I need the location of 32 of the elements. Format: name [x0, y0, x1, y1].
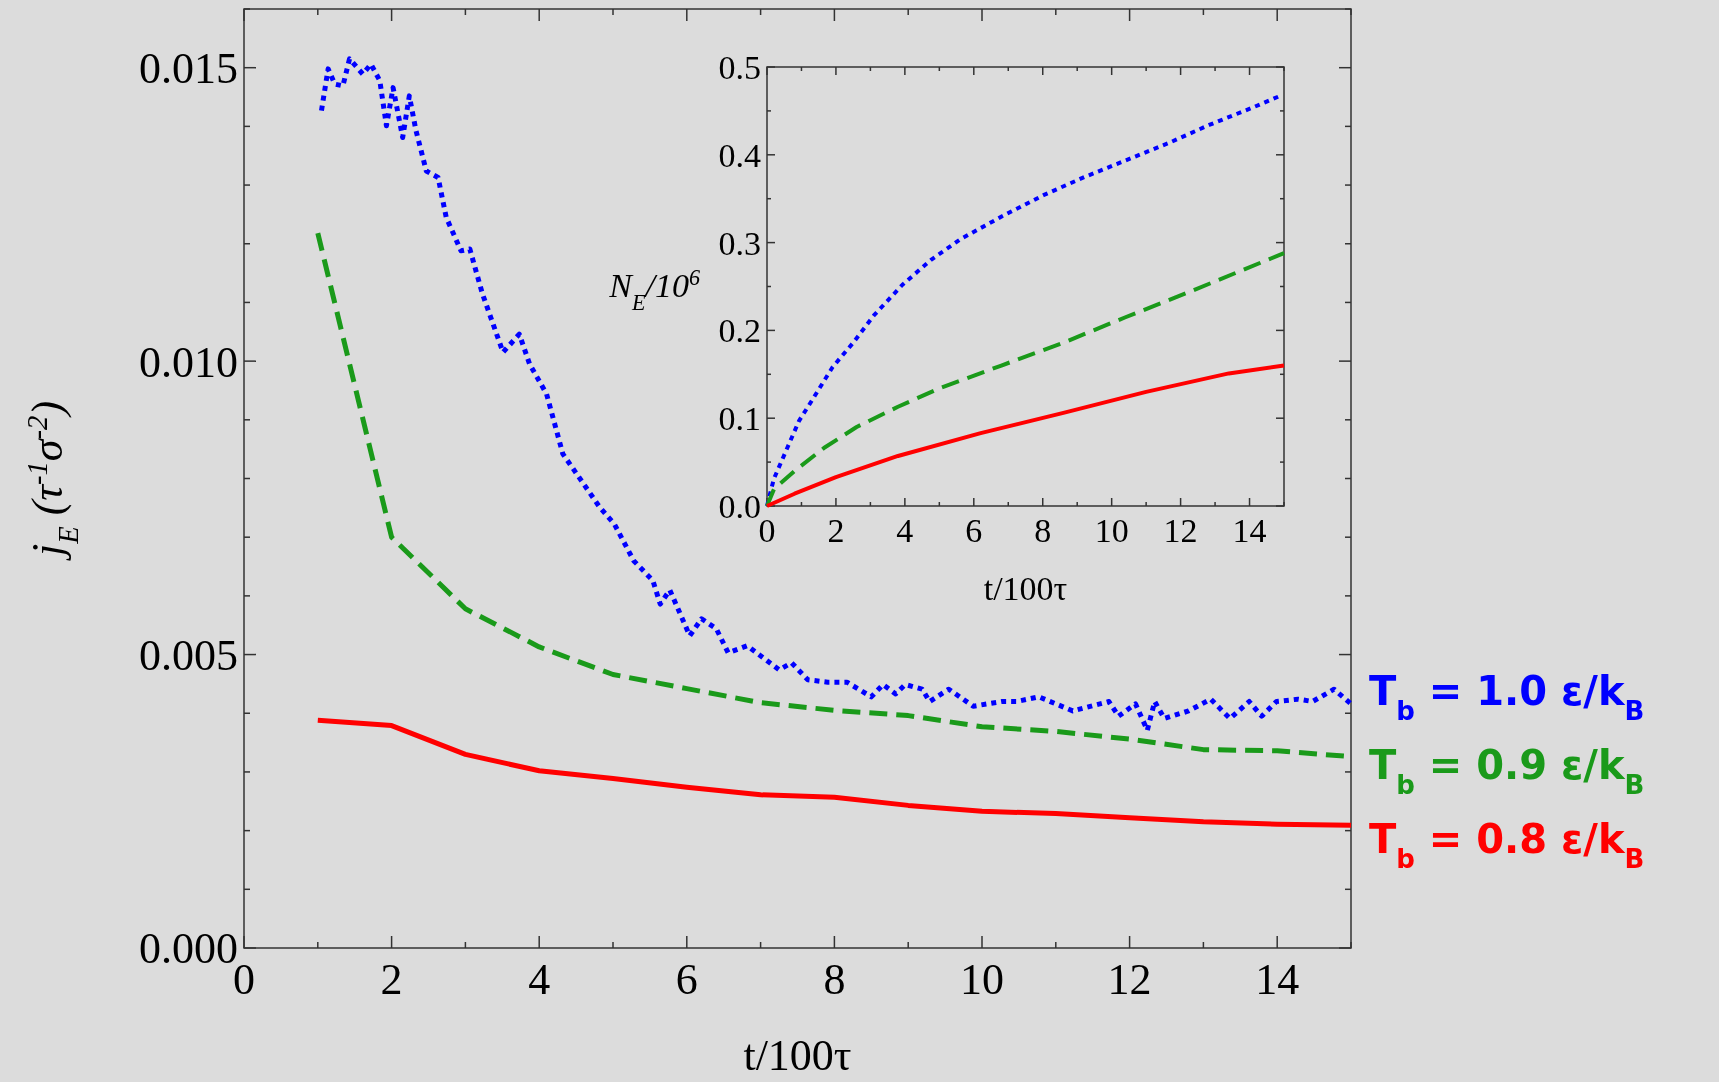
x-tick-label: 2 [380, 955, 403, 1005]
y-tick-label: 0.1 [718, 400, 761, 438]
x-tick-label: 8 [823, 955, 846, 1005]
series-label: T$_{b}$ = 0.8 ε/k$_{B}$ [1369, 816, 1645, 874]
y-tick-label: 0.010 [139, 337, 238, 387]
x-axis-title: t/100τ [743, 1031, 852, 1080]
x-tick-label: 6 [675, 955, 698, 1005]
line-series [765, 251, 1286, 508]
x-tick-label: 12 [1107, 955, 1152, 1005]
x-tick-label: 14 [1255, 955, 1300, 1005]
x-tick-label: 6 [965, 511, 983, 549]
y-tick-label: 0.5 [718, 48, 761, 86]
x-tick-label: 10 [1094, 511, 1129, 549]
y-tick-label: 0.005 [139, 630, 238, 680]
line-series [765, 93, 1282, 508]
x-tick-label: 14 [1232, 511, 1267, 549]
y-tick-label: 0.3 [718, 224, 761, 262]
x-tick-label: 4 [896, 511, 914, 549]
x-tick-label: 2 [827, 511, 845, 549]
x-tick-label: 10 [960, 955, 1004, 1005]
series-label: T$_{b}$ = 1.0 ε/k$_{B}$ [1369, 668, 1645, 726]
x-tick-label: 4 [528, 955, 551, 1005]
line-series [765, 363, 1286, 508]
y-tick-label: 0.2 [718, 312, 761, 350]
series-label: T$_{b}$ = 0.9 ε/k$_{B}$ [1369, 742, 1645, 800]
x-tick-label: 12 [1163, 511, 1198, 549]
x-axis-title: t/100τ [983, 570, 1068, 607]
y-tick-label: 0.0 [718, 487, 761, 525]
y-tick-label: 0.015 [139, 44, 238, 94]
y-tick-label: 0.4 [718, 136, 761, 174]
x-tick-label: 8 [1034, 511, 1052, 549]
y-axis-title: N$_{E}$/10$^{6}$ [608, 264, 700, 314]
